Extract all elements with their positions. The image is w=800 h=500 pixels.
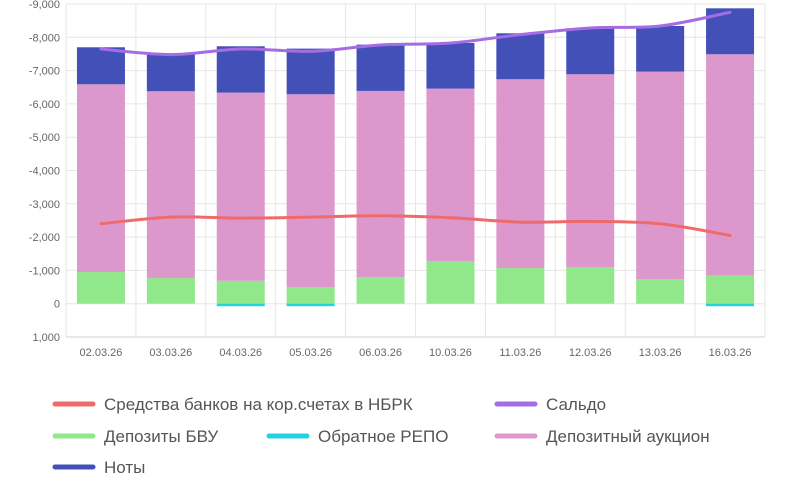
y-tick-label: -3,000 (29, 199, 60, 211)
legend-item-green[interactable]: Депозиты БВУ (52, 427, 218, 446)
x-tick-label: 16.03.26 (709, 347, 752, 359)
bar-segment-депозиты-бву[interactable] (496, 268, 545, 304)
y-tick-label: 1,000 (32, 332, 60, 344)
legend-label: Сальдо (546, 395, 606, 414)
bar-segment-депозиты-бву[interactable] (76, 272, 125, 304)
bar-segment-депозитный-аукцион[interactable] (636, 71, 685, 280)
x-tick-label: 02.03.26 (80, 347, 123, 359)
bar-segment-депозитный-аукцион[interactable] (496, 79, 545, 269)
bar-segment-ноты[interactable] (566, 28, 615, 75)
bar-segment-депозитный-аукцион[interactable] (216, 92, 265, 281)
x-tick-label: 12.03.26 (569, 347, 612, 359)
bar-segment-депозиты-бву[interactable] (706, 275, 755, 304)
legend-label: Депозитный аукцион (546, 427, 710, 446)
bar-segment-депозитный-аукцион[interactable] (286, 94, 335, 288)
bar-segment-обратное-репо[interactable] (706, 303, 755, 307)
bar-segment-депозиты-бву[interactable] (146, 278, 195, 304)
legend-label: Обратное РЕПО (318, 427, 448, 446)
bar-segment-депозиты-бву[interactable] (216, 280, 265, 304)
bar-segment-ноты[interactable] (356, 44, 405, 91)
legend-item-pink[interactable]: Депозитный аукцион (494, 427, 710, 446)
bar-segment-депозиты-бву[interactable] (566, 267, 615, 304)
y-tick-label: -7,000 (29, 66, 60, 78)
x-tick-label: 11.03.26 (499, 347, 541, 359)
bar-segment-депозиты-бву[interactable] (286, 287, 335, 304)
line-series (99, 10, 732, 237)
line-series-bank-accounts[interactable] (99, 214, 732, 237)
bar-segment-депозиты-бву[interactable] (426, 261, 475, 304)
legend-item-purple[interactable]: Сальдо (494, 395, 606, 414)
y-tick-label: -8,000 (29, 32, 60, 44)
bar-segment-депозитный-аукцион[interactable] (706, 54, 755, 276)
bar-segment-депозитный-аукцион[interactable] (76, 84, 125, 273)
bar-segment-обратное-репо[interactable] (286, 303, 335, 307)
y-tick-label: 0 (54, 299, 60, 311)
bar-segment-депозитный-аукцион[interactable] (146, 91, 195, 279)
bar-segment-депозиты-бву[interactable] (356, 277, 405, 304)
bar-segment-ноты[interactable] (216, 46, 265, 93)
legend-item-navy[interactable]: Ноты (52, 458, 145, 477)
x-tick-label: 03.03.26 (149, 347, 192, 359)
bar-segment-ноты[interactable] (496, 33, 545, 80)
y-axis-tick-labels: -9,000 -8,000 -7,000 -6,000 -5,000 -4,000 -3,0… (29, 0, 60, 344)
y-tick-label: -2,000 (29, 232, 60, 244)
legend-label: Ноты (104, 458, 145, 477)
bar-segment-ноты[interactable] (146, 53, 195, 92)
bar-segment-депозиты-бву[interactable] (636, 279, 685, 304)
legend-item-cyan[interactable]: Обратное РЕПО (266, 427, 448, 446)
legend-label: Депозиты БВУ (104, 427, 218, 446)
bar-segment-депозитный-аукцион[interactable] (426, 88, 475, 262)
bar-segment-обратное-репо[interactable] (216, 303, 265, 307)
bar-segment-ноты[interactable] (286, 48, 335, 95)
bar-segment-депозитный-аукцион[interactable] (566, 74, 615, 268)
x-axis-tick-labels: 02.03.26 03.03.26 04.03.26 05.03.26 06.03.26… (80, 347, 752, 359)
line-series-saldo[interactable] (99, 10, 732, 57)
x-tick-label: 13.03.26 (639, 347, 682, 359)
bar-segment-депозитный-аукцион[interactable] (356, 90, 405, 278)
y-tick-label: -1,000 (29, 265, 60, 277)
x-tick-label: 06.03.26 (359, 347, 402, 359)
y-tick-label: -4,000 (29, 166, 60, 178)
x-tick-label: 05.03.26 (289, 347, 332, 359)
y-tick-label: -5,000 (29, 132, 60, 144)
bar-segment-ноты[interactable] (426, 42, 475, 89)
x-tick-label: 10.03.26 (429, 347, 472, 359)
legend: Средства банков на кор.счетах в НБРК Сал… (52, 395, 710, 477)
legend-label: Средства банков на кор.счетах в НБРК (104, 395, 413, 414)
y-tick-label: -6,000 (29, 99, 60, 111)
y-tick-label: -9,000 (29, 0, 60, 11)
legend-item-red[interactable]: Средства банков на кор.счетах в НБРК (52, 395, 413, 414)
bar-segment-ноты[interactable] (636, 25, 685, 72)
x-tick-label: 04.03.26 (219, 347, 262, 359)
bar-segment-ноты[interactable] (76, 47, 125, 85)
bar-series (76, 8, 755, 307)
